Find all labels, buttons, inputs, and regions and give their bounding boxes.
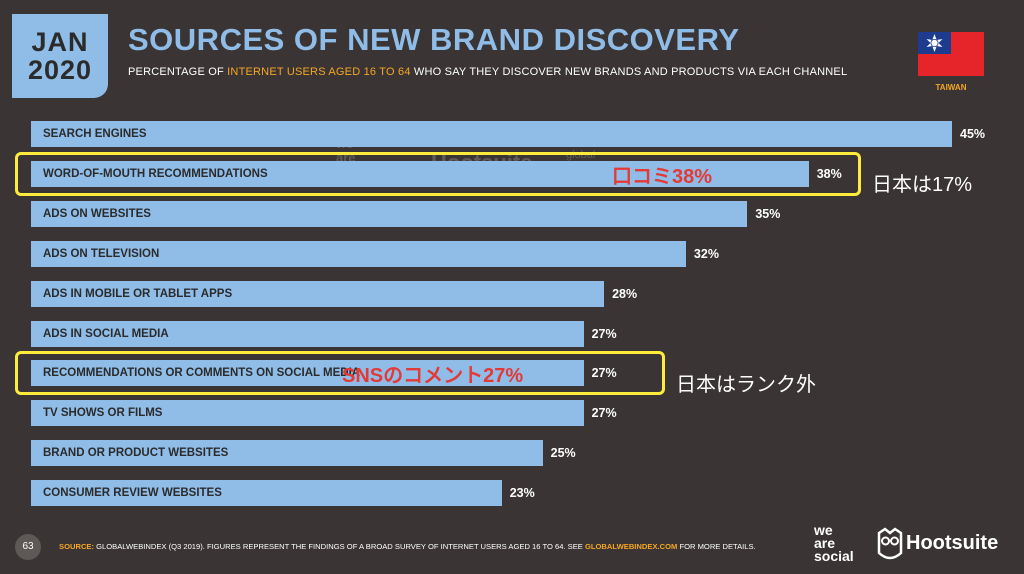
page-number: 63 — [15, 534, 41, 560]
chart-subtitle: PERCENTAGE OF INTERNET USERS AGED 16 TO … — [128, 66, 847, 78]
highlight-box — [15, 351, 665, 395]
bar-value-label: 38% — [816, 167, 842, 181]
bar — [31, 321, 584, 347]
bar-label: TV SHOWS OR FILMS — [43, 407, 163, 419]
source-link[interactable]: GLOBALWEBINDEX.COM — [584, 542, 678, 551]
source-label: SOURCE: — [59, 542, 95, 551]
bar — [31, 161, 809, 187]
bar-label: SEARCH ENGINES — [43, 128, 147, 140]
highlight-box — [15, 152, 861, 196]
side-annotation: 日本はランク外 — [676, 374, 816, 396]
subtitle-post: WHO SAY THEY DISCOVER NEW BRANDS AND PRO… — [410, 66, 848, 78]
bar-value-label: 35% — [755, 207, 781, 221]
bar-value-label: 32% — [693, 247, 719, 261]
bar-label: ADS IN MOBILE OR TABLET APPS — [43, 288, 233, 300]
bar — [31, 121, 952, 147]
bar — [31, 360, 584, 386]
badge-month: JAN — [31, 26, 89, 57]
bar-value-label: 25% — [550, 446, 576, 460]
subtitle-highlight: INTERNET USERS AGED 16 TO 64 — [227, 66, 411, 78]
bar — [31, 241, 686, 267]
bar-label: ADS ON TELEVISION — [43, 248, 160, 260]
source-text-2: FOR MORE DETAILS. — [677, 542, 756, 551]
bar — [31, 201, 748, 227]
source-note: SOURCE: GLOBALWEBINDEX (Q3 2019). FIGURE… — [59, 542, 756, 551]
bar — [31, 400, 584, 426]
bar-label: RECOMMENDATIONS OR COMMENTS ON SOCIAL ME… — [43, 367, 361, 379]
bar-value-label: 27% — [591, 327, 617, 341]
logo-was-line-1: we — [814, 522, 833, 538]
bar-label: BRAND OR PRODUCT WEBSITES — [43, 447, 229, 459]
bar — [31, 440, 543, 466]
bar — [31, 480, 502, 506]
date-badge: JAN 2020 — [12, 14, 108, 98]
owl-icon — [877, 527, 903, 560]
bar-label: ADS ON WEBSITES — [43, 208, 151, 220]
taiwan-flag-icon — [918, 32, 984, 76]
bar — [31, 281, 605, 307]
bar-value-label: 28% — [612, 287, 638, 301]
bar-label: ADS IN SOCIAL MEDIA — [43, 328, 169, 340]
side-annotation: 日本は17% — [872, 174, 973, 196]
bar-value-label: 23% — [509, 486, 535, 500]
bar-label: WORD-OF-MOUTH RECOMMENDATIONS — [43, 168, 268, 180]
bar-value-label: 27% — [591, 406, 617, 420]
bar-value-label: 45% — [960, 127, 986, 141]
overlay-annotation: 口コミ38% — [612, 166, 713, 188]
logo-was-line-2: are — [814, 535, 836, 551]
we-are-social-logo: we are social — [814, 522, 866, 564]
logo-was-line-3: social — [814, 548, 854, 564]
bar-label: CONSUMER REVIEW WEBSITES — [43, 487, 222, 499]
bar-value-label: 27% — [591, 366, 617, 380]
badge-year: 2020 — [27, 55, 93, 85]
overlay-annotation: SNSのコメント27% — [342, 365, 524, 387]
source-text-1: GLOBALWEBINDEX (Q3 2019). FIGURES REPRES… — [94, 542, 585, 551]
country-label: TAIWAN — [935, 83, 967, 92]
subtitle-pre: PERCENTAGE OF — [128, 66, 228, 78]
hootsuite-logo: Hootsuite — [906, 532, 999, 554]
chart-title: SOURCES OF NEW BRAND DISCOVERY — [128, 22, 740, 57]
